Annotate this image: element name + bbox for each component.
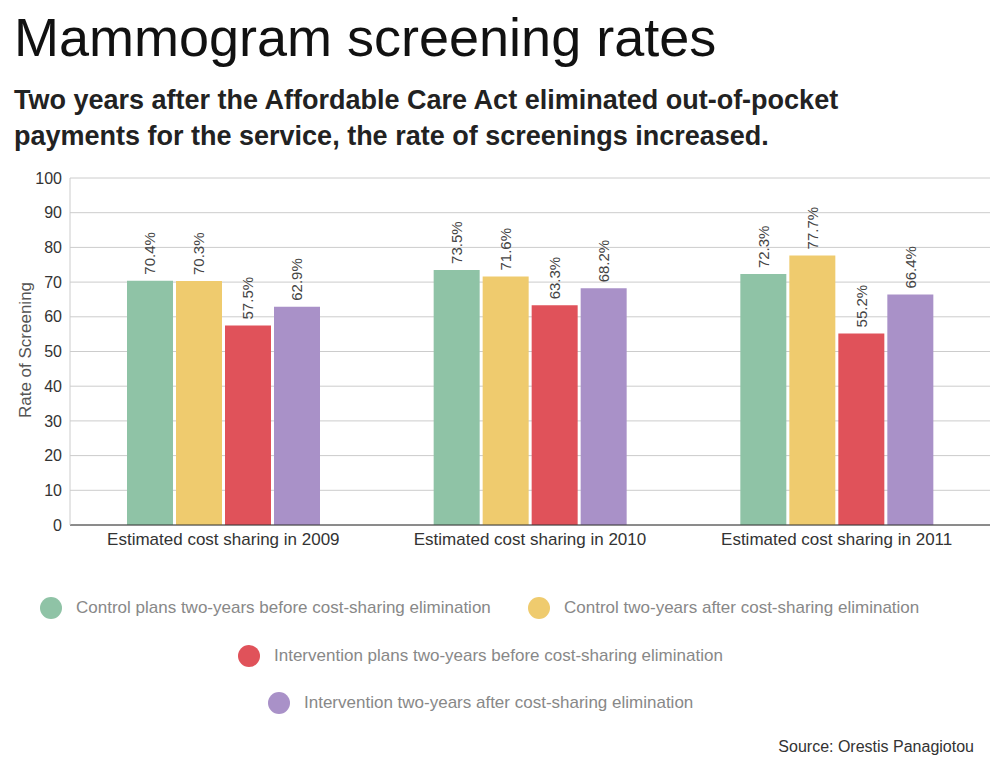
html-text:Control two-years after cost-s: Control two-years after cost-sharing eli…	[564, 598, 920, 617]
svg-text:73.5%: 73.5%	[448, 221, 465, 264]
svg-text:62.9%: 62.9%	[289, 258, 306, 301]
svg-text:10: 10	[44, 482, 62, 499]
svg-text:63.3%: 63.3%	[546, 257, 563, 300]
html-text:Mammogram screening rates: Mammogram screening rates	[14, 7, 717, 67]
html-text:Control plans two-years before: Control plans two-years before cost-shar…	[76, 598, 491, 617]
svg-text:Estimated cost sharing in 2010: Estimated cost sharing in 2010	[414, 530, 646, 549]
svg-text:70.4%: 70.4%	[142, 232, 159, 275]
html-text:Source: Orestis Panagiotou: Source: Orestis Panagiotou	[778, 738, 974, 755]
svg-text:0: 0	[53, 517, 62, 534]
svg-text:30: 30	[44, 413, 62, 430]
svg-text:68.2%: 68.2%	[595, 240, 612, 283]
html-text:Intervention two-years after c: Intervention two-years after cost-sharin…	[304, 693, 694, 712]
svg-text:72.3%: 72.3%	[755, 226, 772, 269]
svg-text:40: 40	[44, 378, 62, 395]
html-text:Two years after the Affordable: Two years after the Affordable Care Act …	[14, 85, 839, 151]
svg-text:57.5%: 57.5%	[240, 277, 257, 320]
svg-text:Estimated cost sharing in 2011: Estimated cost sharing in 2011	[721, 530, 952, 549]
svg-text:60: 60	[44, 308, 62, 325]
svg-text:80: 80	[44, 239, 62, 256]
html-text:Intervention plans two-years b: Intervention plans two-years before cost…	[274, 646, 723, 665]
svg-text:55.2%: 55.2%	[853, 285, 870, 328]
svg-text:20: 20	[44, 447, 62, 464]
svg-text:70.3%: 70.3%	[191, 233, 208, 276]
html-text:Rate of Screening: Rate of Screening	[16, 282, 35, 418]
svg-text:50: 50	[44, 343, 62, 360]
svg-text:71.6%: 71.6%	[497, 228, 514, 271]
svg-text:70: 70	[44, 274, 62, 291]
svg-text:100: 100	[35, 170, 62, 187]
svg-text:Estimated cost sharing in 2009: Estimated cost sharing in 2009	[107, 530, 339, 549]
svg-text:66.4%: 66.4%	[902, 246, 919, 289]
svg-text:77.7%: 77.7%	[804, 207, 821, 250]
svg-text:90: 90	[44, 204, 62, 221]
